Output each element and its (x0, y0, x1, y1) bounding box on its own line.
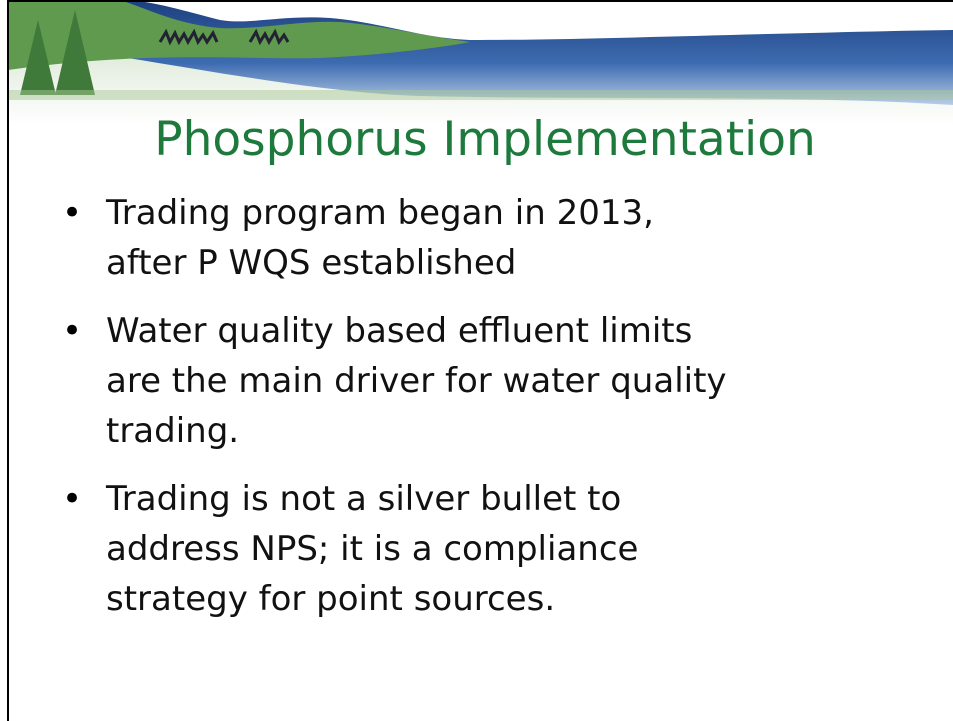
bullet-text: strategy for point sources. (106, 574, 727, 624)
bullet-text: Trading is not a silver bullet to (106, 474, 727, 524)
slide-title: Phosphorus Implementation (0, 112, 953, 167)
bullet-text: Water quality based effluent limits (106, 306, 727, 356)
bullet-dot: • (62, 474, 82, 524)
bullet: • Trading program began in 2013,after P W… (62, 188, 727, 288)
bullet-dot: • (62, 188, 82, 238)
bullet-text: Trading program began in 2013, (106, 188, 727, 238)
bullet-list: • Trading program began in 2013,after P W… (62, 188, 727, 642)
bullet-dot: • (62, 306, 82, 356)
bullet-text: address NPS; it is a compliance (106, 524, 727, 574)
bullet-text: trading. (106, 406, 727, 456)
slide: Phosphorus Implementation • Trading progr… (0, 0, 953, 721)
bullet-text: after P WQS established (106, 238, 727, 288)
shore (8, 90, 953, 100)
bullet-text: are the main driver for water quality (106, 356, 727, 406)
